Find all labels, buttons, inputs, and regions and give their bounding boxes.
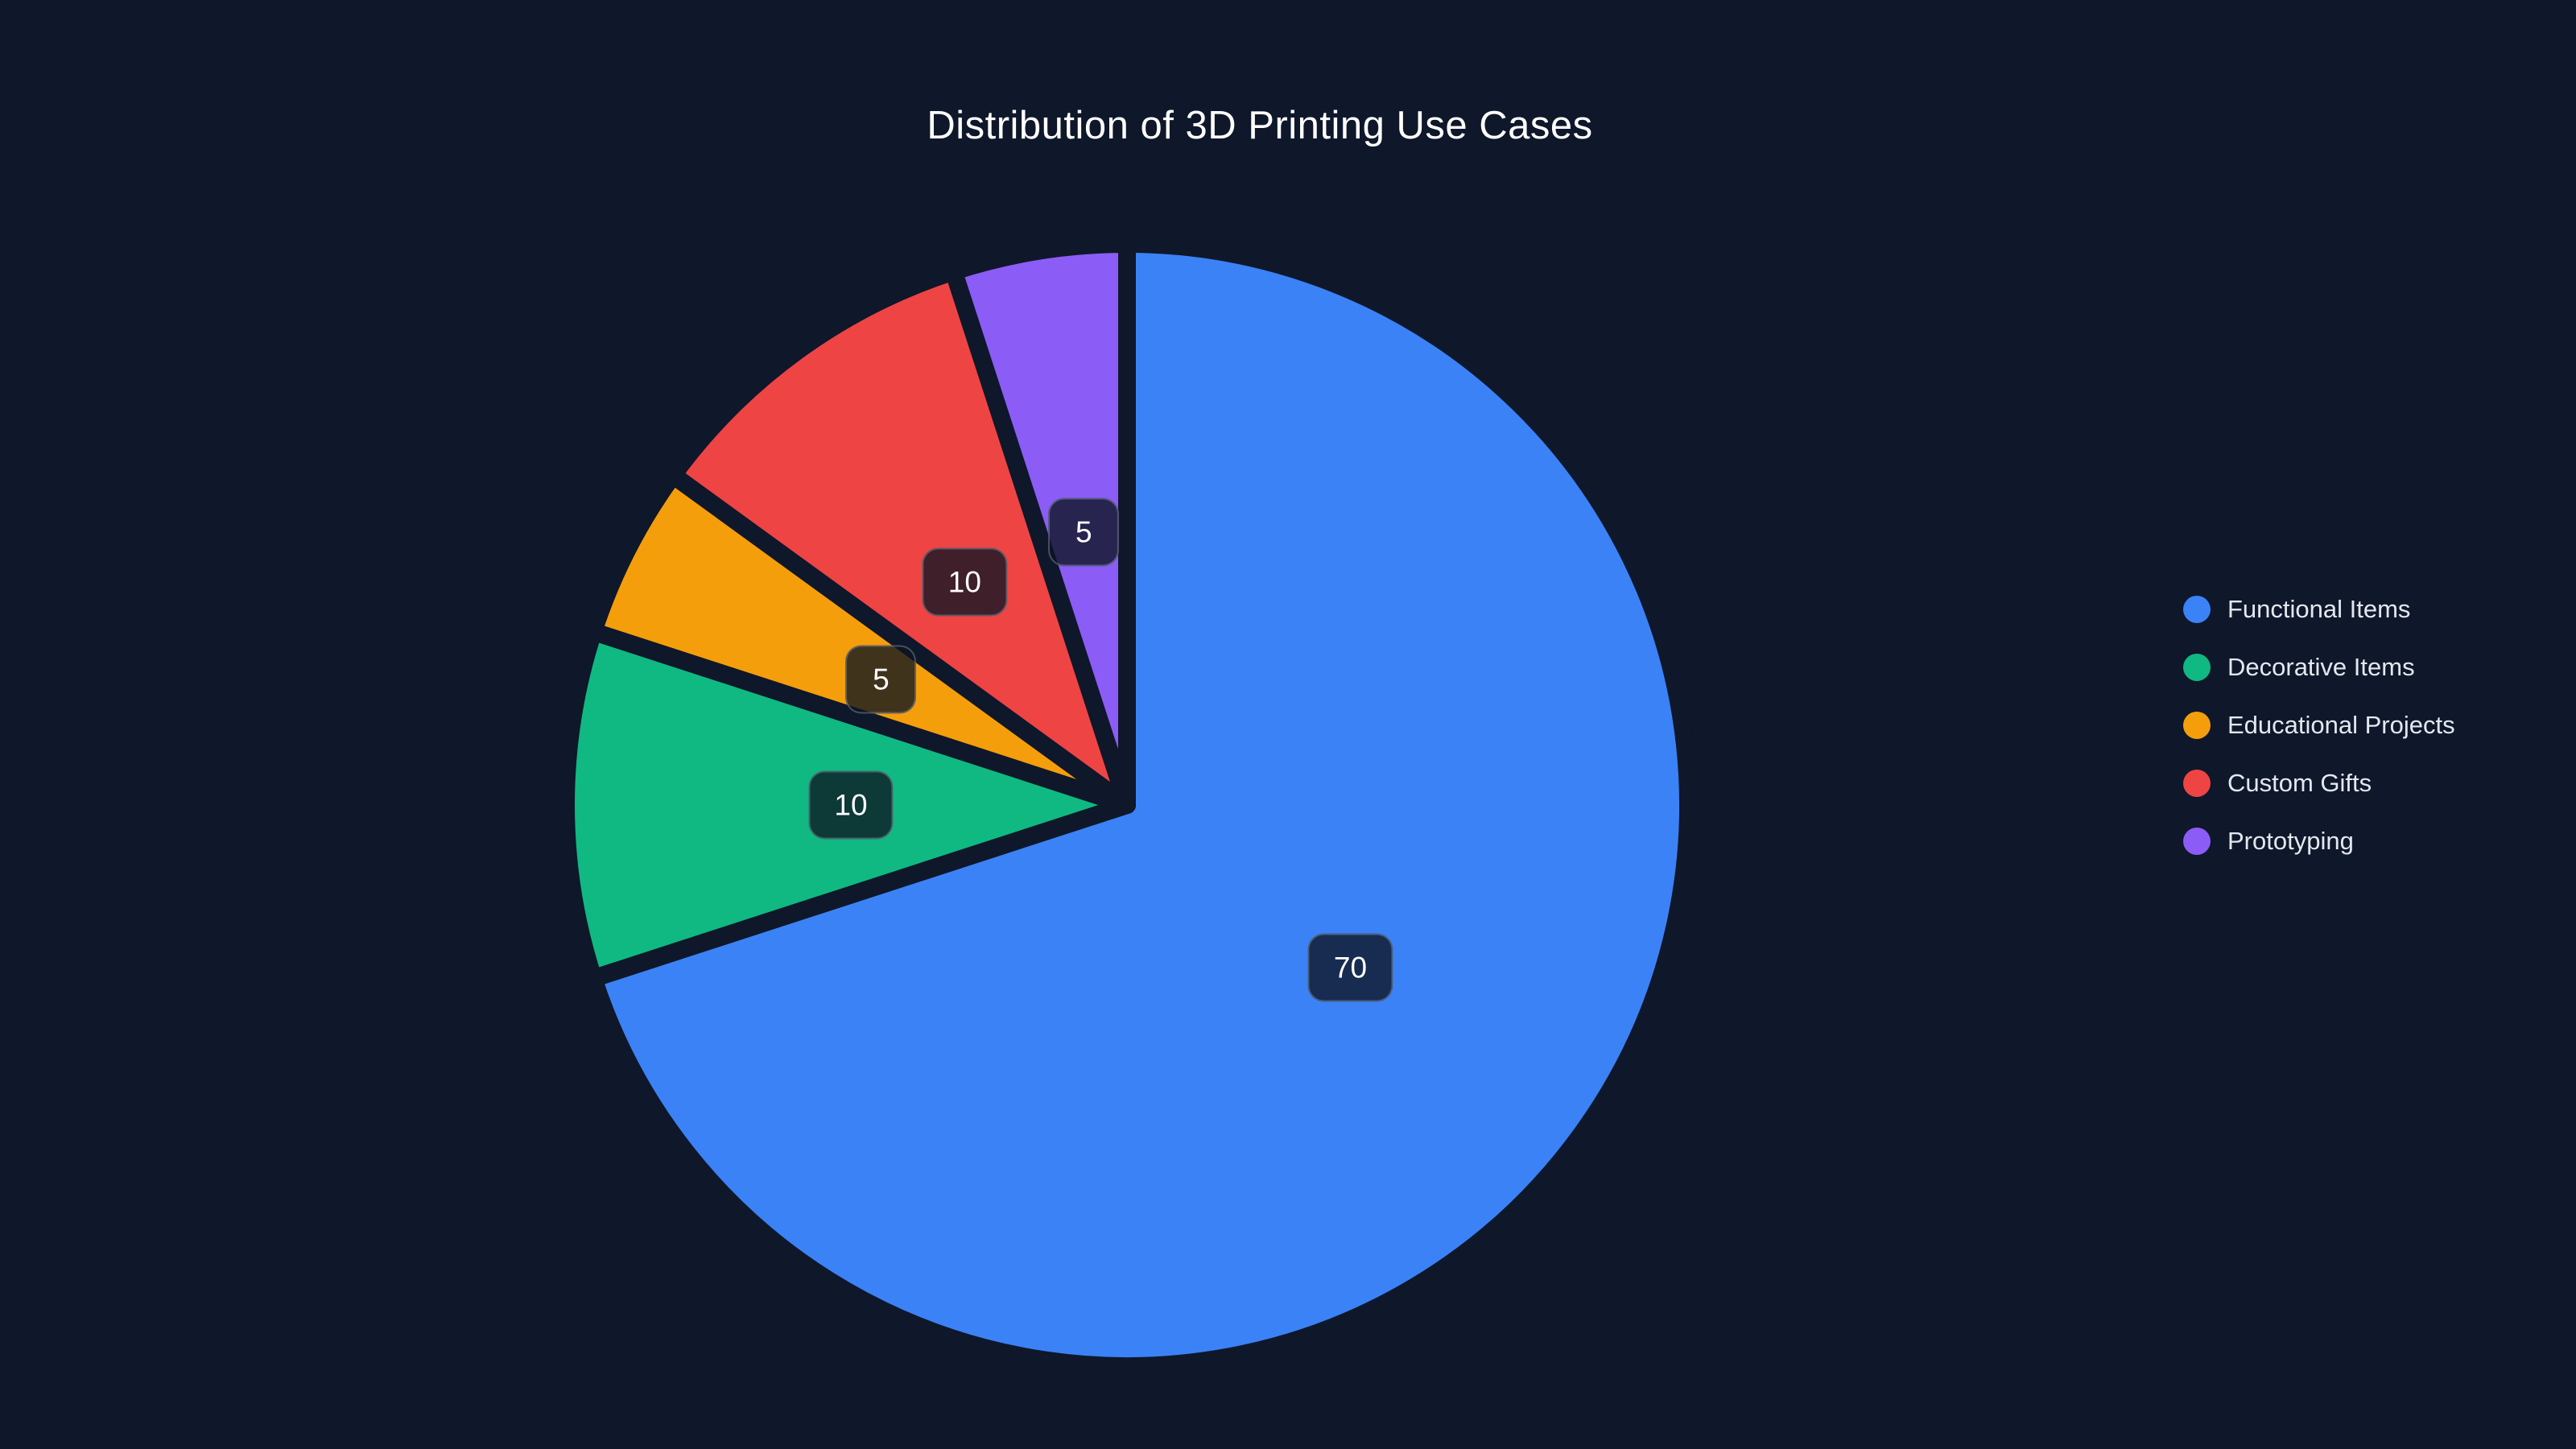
legend-item-label: Prototyping <box>2227 827 2354 855</box>
legend-item-prototyping[interactable]: Prototyping <box>2183 825 2455 857</box>
legend-item-decorative-items[interactable]: Decorative Items <box>2183 651 2455 683</box>
legend-marker-icon <box>2183 770 2211 797</box>
legend-item-label: Custom Gifts <box>2227 769 2372 797</box>
legend-marker-icon <box>2183 654 2211 681</box>
legend: Functional Items Decorative Items Educat… <box>2183 593 2455 883</box>
legend-marker-icon <box>2183 828 2211 855</box>
legend-item-label: Educational Projects <box>2227 711 2455 739</box>
slice-value-label-decorative-items: 10 <box>808 770 894 840</box>
slice-value-label-prototyping: 5 <box>1048 497 1120 567</box>
slice-value-label-educational-projects: 5 <box>845 645 917 714</box>
legend-marker-icon <box>2183 596 2211 623</box>
pie-slice-prototyping[interactable] <box>944 235 1136 814</box>
legend-item-custom-gifts[interactable]: Custom Gifts <box>2183 767 2455 799</box>
legend-item-educational-projects[interactable]: Educational Projects <box>2183 709 2455 741</box>
legend-item-functional-items[interactable]: Functional Items <box>2183 593 2455 625</box>
pie-slice-custom-gifts[interactable] <box>664 262 1136 814</box>
legend-marker-icon <box>2183 712 2211 739</box>
slice-value-label-custom-gifts: 10 <box>922 547 1007 616</box>
legend-item-label: Functional Items <box>2227 595 2411 623</box>
chart-title: Distribution of 3D Printing Use Cases <box>927 104 1593 147</box>
pie-slice-functional-items[interactable] <box>584 235 1697 1375</box>
slice-value-label-functional-items: 70 <box>1307 933 1393 1002</box>
legend-item-label: Decorative Items <box>2227 653 2415 681</box>
